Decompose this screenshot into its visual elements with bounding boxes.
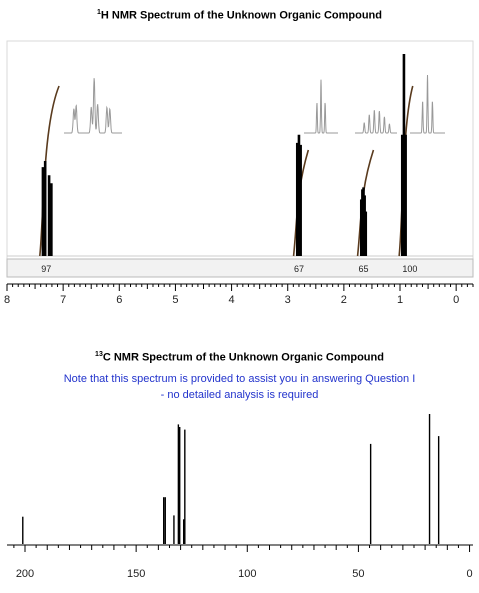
c-nmr-tick-label-2: 100 <box>238 568 256 580</box>
h-nmr-title-superscript: 1 <box>96 9 101 16</box>
h-nmr-integral-labels: 97 67 65 100 <box>41 264 417 274</box>
c-nmr-title-text: C NMR Spectrum of the Unknown Organic Co… <box>102 351 384 364</box>
c-nmr-tick-label-0: 200 <box>16 568 34 580</box>
c-nmr-peaks <box>22 414 440 544</box>
h-nmr-tick-label-1: 7 <box>60 294 66 306</box>
c-nmr-tick-label-3: 50 <box>352 568 364 580</box>
h-nmr-tick-label-6: 2 <box>341 294 347 306</box>
h-nmr-title: 1H NMR Spectrum of the Unknown Organic C… <box>0 9 479 22</box>
c-nmr-title: 13C NMR Spectrum of the Unknown Organic … <box>0 351 479 364</box>
h-nmr-inset-triplet-0-9 <box>410 74 445 134</box>
h-nmr-tick-label-8: 0 <box>453 294 459 306</box>
h-nmr-tick-label-3: 5 <box>172 294 178 306</box>
h-nmr-integral-bar <box>6 258 474 278</box>
h-nmr-tick-label-7: 1 <box>397 294 403 306</box>
c-nmr-title-superscript: 13 <box>95 351 103 358</box>
h-nmr-plot-frame <box>6 40 474 268</box>
h-nmr-tick-label-0: 8 <box>4 294 10 306</box>
h-nmr-inset-triplet-2-8 <box>304 79 338 134</box>
h-nmr-title-text: H NMR Spectrum of the Unknown Organic Co… <box>100 9 382 22</box>
h-nmr-integral-label-0: 97 <box>41 264 51 274</box>
c-nmr-x-ticks: 200 150 100 50 0 <box>13 545 473 580</box>
h-nmr-inset-sextet-1-6 <box>355 110 397 134</box>
h-nmr-inset-aromatic <box>64 78 122 134</box>
h-nmr-peaks <box>41 54 407 256</box>
h-nmr-tick-label-4: 4 <box>229 294 235 306</box>
h-nmr-integral-label-2: 65 <box>359 264 369 274</box>
h-nmr-x-ticks: 8 7 6 5 4 3 2 1 0 <box>4 284 474 306</box>
c-nmr-tick-label-1: 150 <box>127 568 145 580</box>
h-nmr-tick-label-2: 6 <box>116 294 122 306</box>
h-nmr-integral-label-1: 67 <box>294 264 304 274</box>
c-nmr-tick-label-4: 0 <box>466 568 472 580</box>
h-nmr-insets <box>64 74 445 134</box>
c-nmr-note-line-1: Note that this spectrum is provided to a… <box>63 373 416 385</box>
h-nmr-integral-label-3: 100 <box>402 264 417 274</box>
h-nmr-tick-label-5: 3 <box>285 294 291 306</box>
c-nmr-note-line-2: - no detailed analysis is required <box>160 389 319 401</box>
